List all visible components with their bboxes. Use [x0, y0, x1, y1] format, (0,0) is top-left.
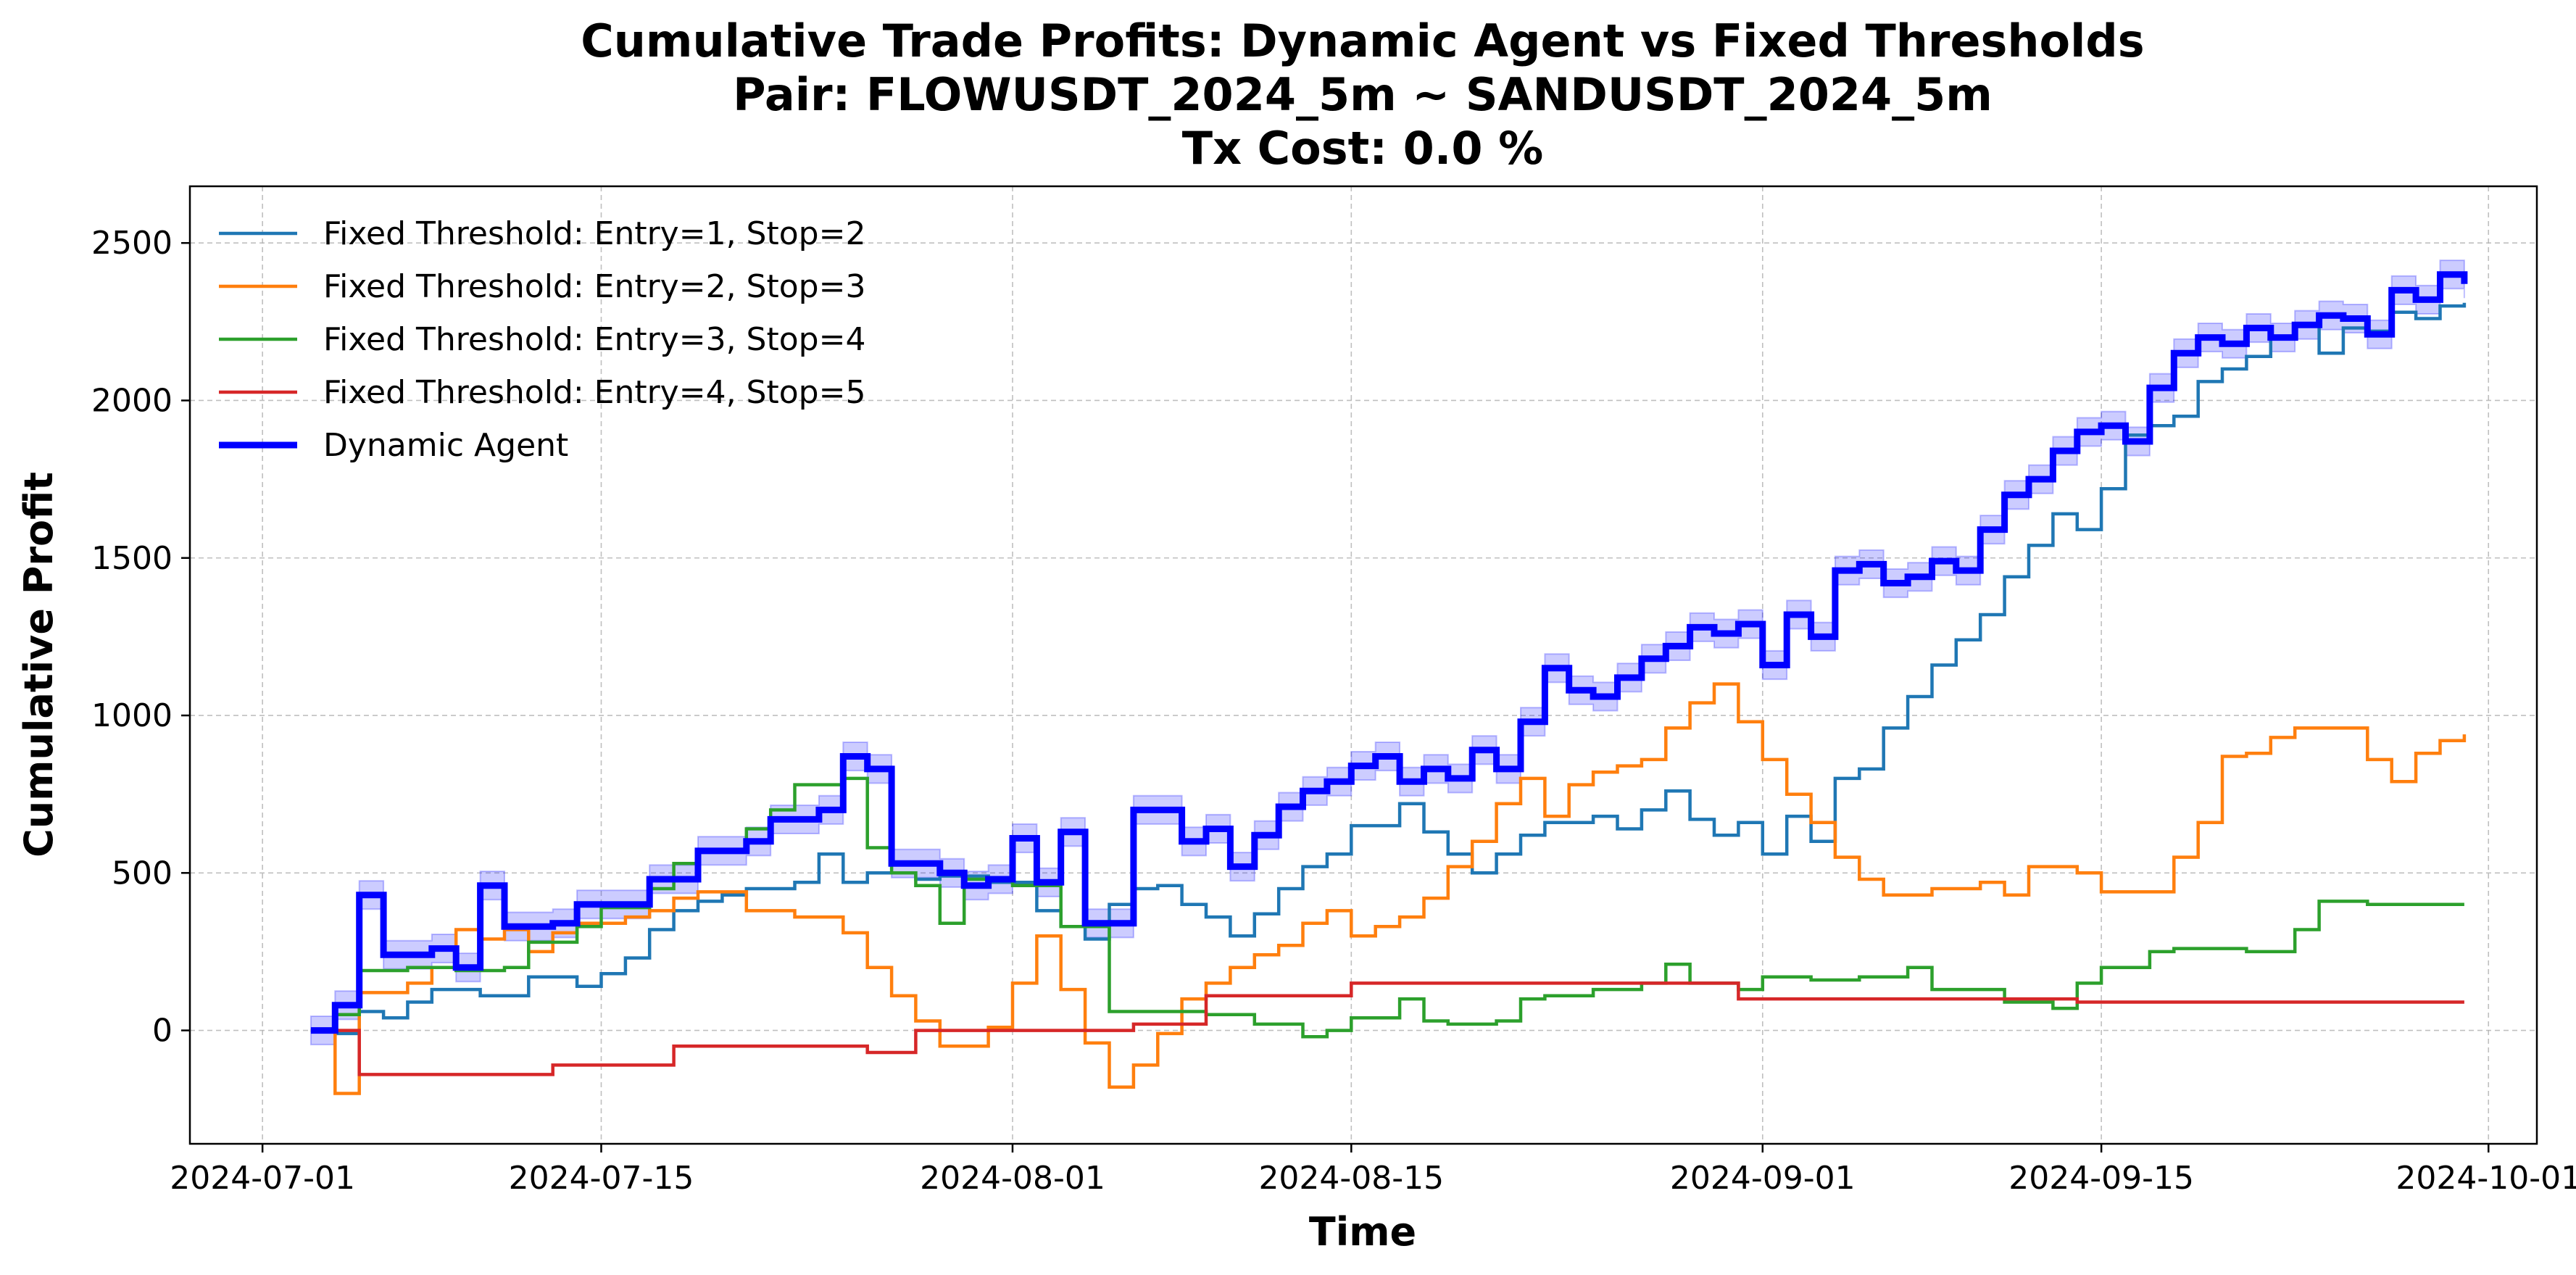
y-tick-label: 2000 — [91, 382, 173, 419]
y-tick-label: 1500 — [91, 540, 173, 577]
x-tick-label: 2024-07-15 — [509, 1160, 694, 1197]
y-axis-label: Cumulative Profit — [16, 472, 62, 857]
series-line-4 — [310, 271, 2468, 1034]
legend-entry-0: Fixed Threshold: Entry=1, Stop=2 — [323, 215, 865, 252]
legend-entry-3: Fixed Threshold: Entry=4, Stop=5 — [323, 374, 865, 411]
y-axis-ticks: 0 500 1000 1500 2000 2500 — [91, 225, 190, 1050]
y-tick-label: 500 — [112, 855, 173, 892]
x-tick-label: 2024-08-15 — [1258, 1160, 1444, 1197]
series-line-1 — [310, 682, 2467, 1095]
series-lines — [310, 271, 2468, 1095]
series-line-3 — [310, 981, 2464, 1076]
x-tick-label: 2024-10-01 — [2396, 1160, 2576, 1197]
x-tick-label: 2024-09-15 — [2008, 1160, 2194, 1197]
chart-title-line-1: Cumulative Trade Profits: Dynamic Agent … — [581, 14, 2144, 67]
x-tick-label: 2024-07-01 — [170, 1160, 355, 1197]
series-line-2 — [310, 776, 2464, 1039]
x-tick-label: 2024-08-01 — [920, 1160, 1105, 1197]
chart-title-line-2: Pair: FLOWUSDT_2024_5m ~ SANDUSDT_2024_5… — [733, 68, 1993, 121]
chart-title-line-3: Tx Cost: 0.0 % — [1182, 122, 1543, 175]
x-tick-label: 2024-09-01 — [1670, 1160, 1856, 1197]
legend-entry-1: Fixed Threshold: Entry=2, Stop=3 — [323, 268, 865, 305]
y-tick-label: 1000 — [91, 697, 173, 734]
x-axis-ticks: 2024-07-01 2024-07-15 2024-08-01 2024-08-15… — [170, 1144, 2576, 1197]
y-tick-label: 2500 — [91, 225, 173, 262]
legend: Fixed Threshold: Entry=1, Stop=2 Fixed Th… — [219, 215, 865, 464]
chart-title: Cumulative Trade Profits: Dynamic Agent … — [581, 14, 2144, 175]
legend-entry-4: Dynamic Agent — [323, 427, 568, 464]
y-tick-label: 0 — [152, 1013, 173, 1050]
plot-area-frame — [188, 185, 2538, 1145]
x-axis-label: Time — [1309, 1209, 1416, 1255]
legend-entry-2: Fixed Threshold: Entry=3, Stop=4 — [323, 321, 865, 358]
